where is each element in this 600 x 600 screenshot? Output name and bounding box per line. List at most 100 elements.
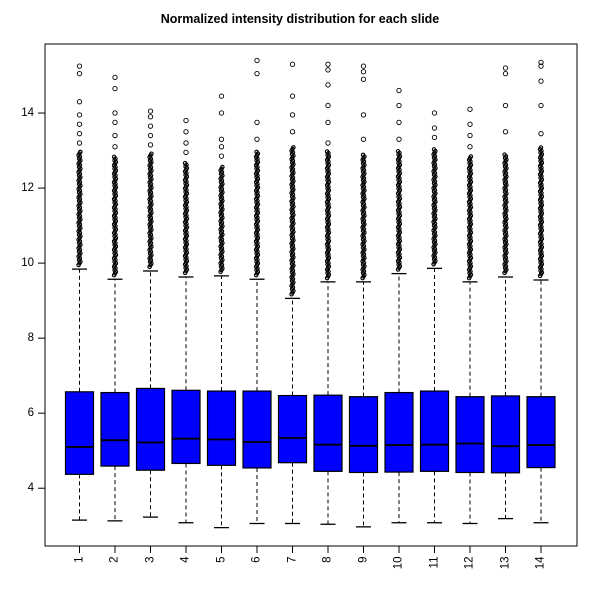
outlier-dense [182,160,188,166]
plot-border [44,43,578,547]
outlier-point [76,70,83,77]
outlier-point [112,110,118,116]
outlier-point [325,102,331,109]
box-13 [490,395,521,474]
box-8 [313,394,343,472]
x-tick-label: 5 [215,556,227,563]
x-tick-label: 8 [321,556,334,563]
y-tick-label: 10 [21,257,34,270]
outlier-point [396,136,402,142]
outlier-dense [468,154,474,159]
outlier-point [502,65,509,71]
outlier-point [538,63,544,69]
outlier-point [360,69,367,75]
outlier-point [502,129,509,135]
x-tick-label: 14 [534,556,547,570]
outlier-point [76,140,83,146]
outlier-point [147,123,154,129]
outlier-point [218,136,225,142]
outlier-point [112,85,118,92]
outlier-point [502,102,509,109]
outlier-point [289,129,296,135]
outlier-dense [254,149,259,155]
outlier-point [289,61,296,67]
outlier-point [76,99,83,105]
outlier-point [325,82,331,88]
outlier-point [431,134,438,141]
outlier-point [396,102,402,109]
outlier-point [325,61,331,67]
outlier-point [360,76,367,82]
outlier-point [254,119,260,126]
outlier-point [183,117,189,124]
x-tick-label: 2 [108,556,121,563]
outlier-point [76,131,83,137]
outlier-point [147,142,154,148]
outlier-point [147,132,154,139]
box-2 [100,391,130,467]
outlier-point [396,119,402,126]
outlier-point [254,70,260,77]
x-tick-label: 12 [463,556,476,570]
outlier-point [538,59,544,66]
y-tick-label: 8 [27,332,34,345]
x-tick-label: 6 [250,556,263,563]
outlier-point [431,110,438,116]
outlier-dense [502,152,507,157]
x-tick-label: 11 [428,556,440,569]
outlier-point [502,70,509,77]
outlier-dense [431,147,437,152]
outlier-point [183,149,189,156]
outlier-point [325,140,331,146]
outlier-point [289,112,296,118]
outlier-dense [111,154,117,160]
outlier-dense [220,164,225,170]
box-3 [135,387,166,471]
box-5 [206,390,237,466]
outlier-point [360,136,367,142]
outlier-point [325,119,331,126]
outlier-dense [291,145,296,150]
outlier-dense [360,152,366,158]
x-tick-label: 3 [144,556,156,563]
box-14 [526,396,556,469]
outlier-point [431,125,438,131]
box-4 [171,389,201,465]
outlier-point [467,132,473,139]
box-10 [384,391,414,473]
x-tick-label: 10 [392,556,405,570]
outlier-point [112,132,118,139]
outlier-point [396,87,402,94]
outlier-point [112,144,118,150]
outlier-dense [395,149,401,154]
outlier-dense [324,149,330,154]
outlier-point [183,129,189,135]
outlier-point [112,119,118,126]
y-tick-label: 12 [21,182,34,195]
outlier-point [76,63,83,69]
outlier-point [360,63,367,69]
outlier-point [147,114,154,120]
box-6 [242,390,272,469]
outlier-point [218,93,225,99]
outlier-point [218,144,225,150]
y-tick-label: 6 [27,407,34,420]
outlier-point [218,110,225,116]
outlier-point [467,144,473,150]
outlier-point [218,153,225,159]
x-tick-label: 9 [357,556,369,563]
outlier-point [360,112,367,118]
y-tick-label: 14 [21,107,34,120]
outlier-point [183,140,189,146]
y-tick-label: 4 [27,482,34,495]
outlier-point [538,102,544,109]
outlier-point [76,112,83,118]
outlier-dense [538,145,544,150]
outlier-point [254,57,260,64]
box-9 [348,396,379,474]
box-12 [455,396,485,474]
outlier-point [538,131,544,137]
box-7 [277,394,308,464]
